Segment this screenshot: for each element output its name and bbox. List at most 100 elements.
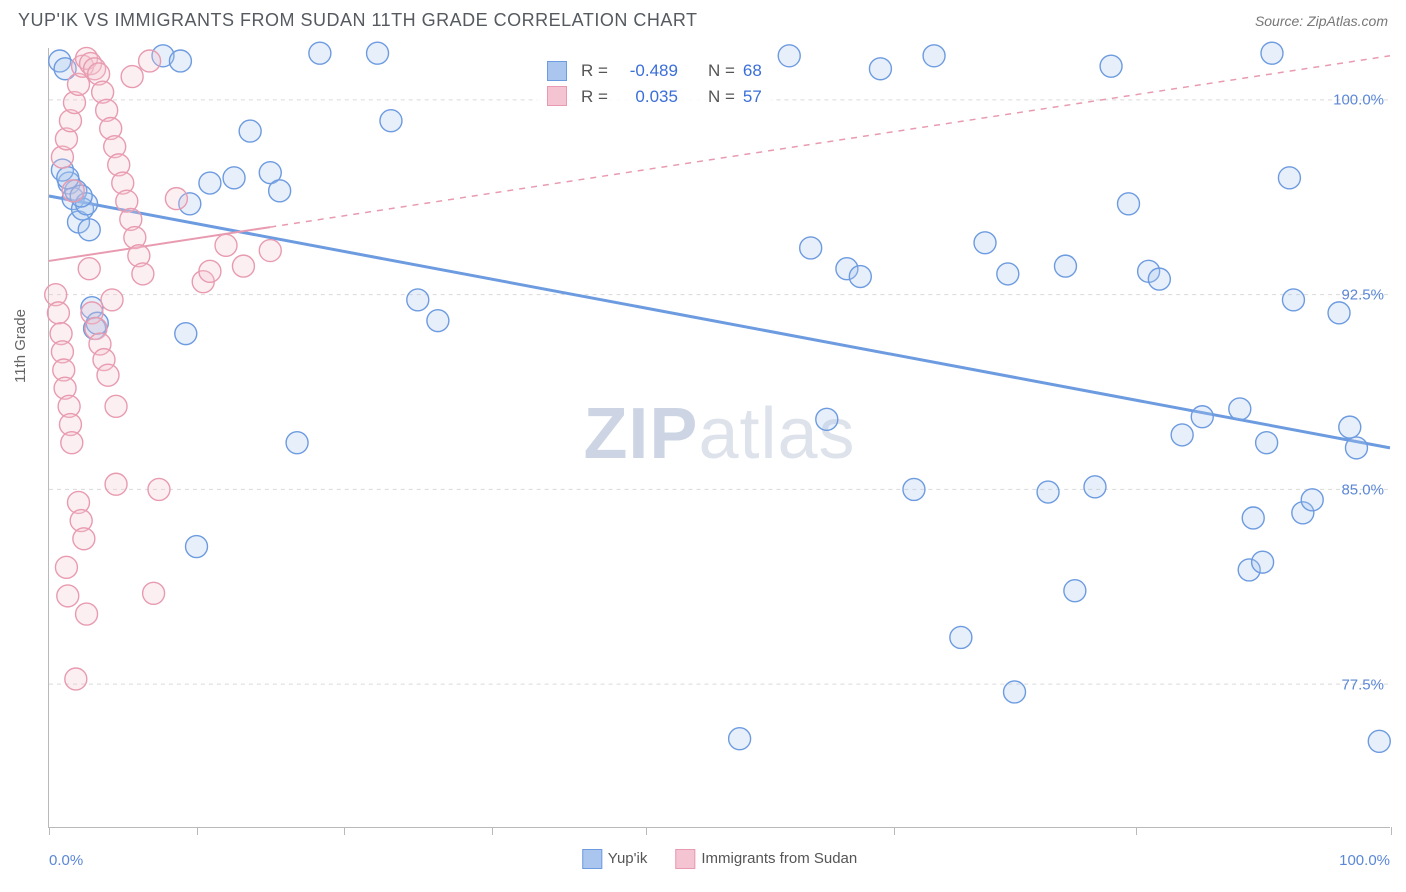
data-point (309, 42, 331, 64)
data-point (1328, 302, 1350, 324)
x-tick (1391, 827, 1392, 835)
data-point (78, 258, 100, 280)
data-point (186, 536, 208, 558)
x-tick (492, 827, 493, 835)
data-point (1064, 580, 1086, 602)
data-point (139, 50, 161, 72)
stat-R-sudan: 0.035 (616, 84, 678, 110)
legend-item-yupik: Yup'ik (582, 849, 648, 869)
data-point (269, 180, 291, 202)
stat-R-label: R = (581, 84, 608, 110)
y-tick-label: 77.5% (1341, 677, 1384, 694)
data-point (143, 582, 165, 604)
data-point (1084, 476, 1106, 498)
swatch-yupik (582, 849, 602, 869)
data-point (1004, 681, 1026, 703)
data-point (286, 432, 308, 454)
data-point (97, 364, 119, 386)
data-point (1301, 489, 1323, 511)
data-point (1256, 432, 1278, 454)
y-tick-label: 92.5% (1341, 287, 1384, 304)
data-point (1191, 406, 1213, 428)
x-tick (894, 827, 895, 835)
data-point (239, 120, 261, 142)
data-point (1278, 167, 1300, 189)
data-point (1261, 42, 1283, 64)
data-point (407, 289, 429, 311)
x-tick (646, 827, 647, 835)
legend-label-sudan: Immigrants from Sudan (701, 850, 857, 867)
data-point (1037, 481, 1059, 503)
y-axis-label: 11th Grade (12, 309, 29, 383)
data-point (105, 395, 127, 417)
legend-label-yupik: Yup'ik (608, 850, 648, 867)
legend-bottom: Yup'ik Immigrants from Sudan (582, 849, 857, 869)
data-point (223, 167, 245, 189)
data-point (1345, 437, 1367, 459)
data-point (1282, 289, 1304, 311)
data-point (121, 66, 143, 88)
data-point (76, 603, 98, 625)
swatch-sudan-icon (547, 86, 567, 106)
data-point (997, 263, 1019, 285)
data-point (1171, 424, 1193, 446)
header-bar: YUP'IK VS IMMIGRANTS FROM SUDAN 11TH GRA… (0, 0, 1406, 37)
stat-N-label: N = (708, 58, 735, 84)
data-point (1118, 193, 1140, 215)
trend-line-dashed (270, 56, 1390, 227)
data-point (1229, 398, 1251, 420)
x-tick (197, 827, 198, 835)
data-point (778, 45, 800, 67)
data-point (380, 110, 402, 132)
data-point (1242, 507, 1264, 529)
chart-title: YUP'IK VS IMMIGRANTS FROM SUDAN 11TH GRA… (18, 10, 698, 31)
data-point (148, 478, 170, 500)
data-point (105, 473, 127, 495)
data-point (427, 310, 449, 332)
stat-R-yupik: -0.489 (616, 58, 678, 84)
x-tick (49, 827, 50, 835)
x-tick (344, 827, 345, 835)
data-point (62, 180, 84, 202)
stats-row-yupik: R = -0.489 N = 68 (547, 58, 762, 84)
data-point (232, 255, 254, 277)
data-point (165, 188, 187, 210)
data-point (816, 408, 838, 430)
x-tick (1136, 827, 1137, 835)
data-point (57, 585, 79, 607)
source-attribution: Source: ZipAtlas.com (1255, 13, 1388, 29)
data-point (903, 478, 925, 500)
x-tick-min: 0.0% (49, 852, 83, 869)
data-point (199, 260, 221, 282)
y-tick-label: 85.0% (1341, 482, 1384, 499)
data-point (849, 266, 871, 288)
data-point (61, 432, 83, 454)
data-point (1252, 551, 1274, 573)
swatch-yupik-icon (547, 61, 567, 81)
data-point (78, 219, 100, 241)
stat-R-label: R = (581, 58, 608, 84)
data-point (869, 58, 891, 80)
stat-N-yupik: 68 (743, 58, 762, 84)
data-point (199, 172, 221, 194)
data-point (215, 234, 237, 256)
data-point (1100, 55, 1122, 77)
data-point (950, 626, 972, 648)
stat-N-sudan: 57 (743, 84, 762, 110)
plot-svg (49, 48, 1390, 827)
data-point (175, 323, 197, 345)
data-point (974, 232, 996, 254)
scatter-chart: ZIPatlas 77.5%85.0%92.5%100.0% 0.0% 100.… (48, 48, 1390, 828)
data-point (132, 263, 154, 285)
data-point (101, 289, 123, 311)
data-point (800, 237, 822, 259)
data-point (169, 50, 191, 72)
y-tick-label: 100.0% (1333, 92, 1384, 109)
data-point (1368, 730, 1390, 752)
data-point (73, 528, 95, 550)
stats-row-sudan: R = 0.035 N = 57 (547, 84, 762, 110)
data-point (367, 42, 389, 64)
data-point (1148, 268, 1170, 290)
data-point (1339, 416, 1361, 438)
legend-item-sudan: Immigrants from Sudan (675, 849, 857, 869)
